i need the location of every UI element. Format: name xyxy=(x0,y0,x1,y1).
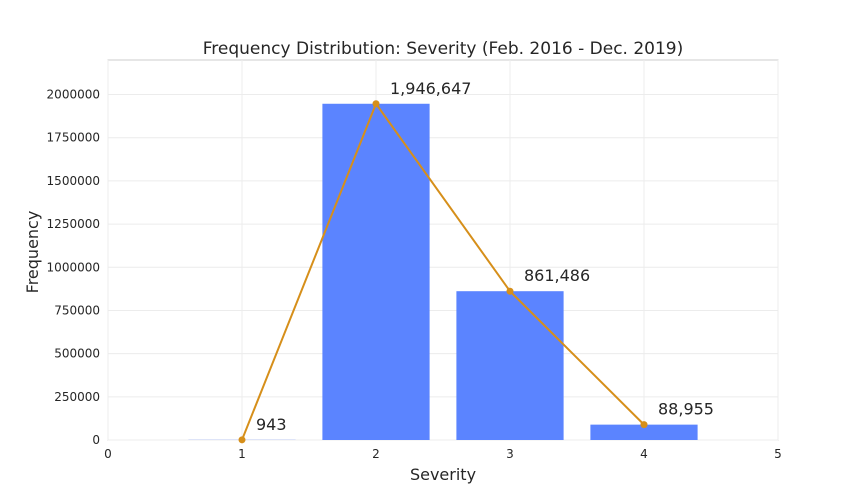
data-labels: 943 1,946,647 861,486 88,955 xyxy=(256,79,714,434)
bar-series xyxy=(188,103,698,440)
x-tick-label: 3 xyxy=(506,447,514,461)
y-axis-label: Frequency xyxy=(23,211,42,294)
trend-line xyxy=(241,101,645,441)
x-tick-label: 4 xyxy=(640,447,648,461)
y-tick-label: 750000 xyxy=(54,303,100,317)
y-tick-label: 500000 xyxy=(54,347,100,361)
y-tick-label: 0 xyxy=(92,433,100,447)
x-tick-label: 5 xyxy=(774,447,782,461)
line-point-1 xyxy=(238,436,246,444)
x-axis-label: Severity xyxy=(410,465,476,484)
line-point-3 xyxy=(506,287,514,295)
y-tick-label: 1250000 xyxy=(47,217,100,231)
plot-area xyxy=(107,59,779,441)
bar-severity-3 xyxy=(456,291,564,440)
y-tick-label: 1500000 xyxy=(47,174,100,188)
line-point-4 xyxy=(640,421,648,429)
data-label-4: 88,955 xyxy=(658,400,714,419)
line-series xyxy=(238,100,648,444)
x-tick-label: 1 xyxy=(238,447,246,461)
data-label-2: 1,946,647 xyxy=(390,79,471,98)
data-label-1: 943 xyxy=(256,415,287,434)
chart-title: Frequency Distribution: Severity (Feb. 2… xyxy=(203,39,684,59)
bar-severity-2 xyxy=(322,103,430,440)
y-axis-ticks: 0 250000 500000 750000 1000000 1250000 1500000… xyxy=(47,88,100,447)
data-label-3: 861,486 xyxy=(524,266,590,285)
y-tick-label: 1750000 xyxy=(47,131,100,145)
y-tick-label: 1000000 xyxy=(47,260,100,274)
x-axis-ticks: 0 1 2 3 4 5 xyxy=(104,447,782,461)
y-tick-label: 2000000 xyxy=(47,88,100,102)
line-point-2 xyxy=(372,100,380,108)
x-tick-label: 2 xyxy=(372,447,380,461)
x-tick-label: 0 xyxy=(104,447,112,461)
y-tick-label: 250000 xyxy=(54,390,100,404)
bar-severity-4 xyxy=(590,424,698,440)
